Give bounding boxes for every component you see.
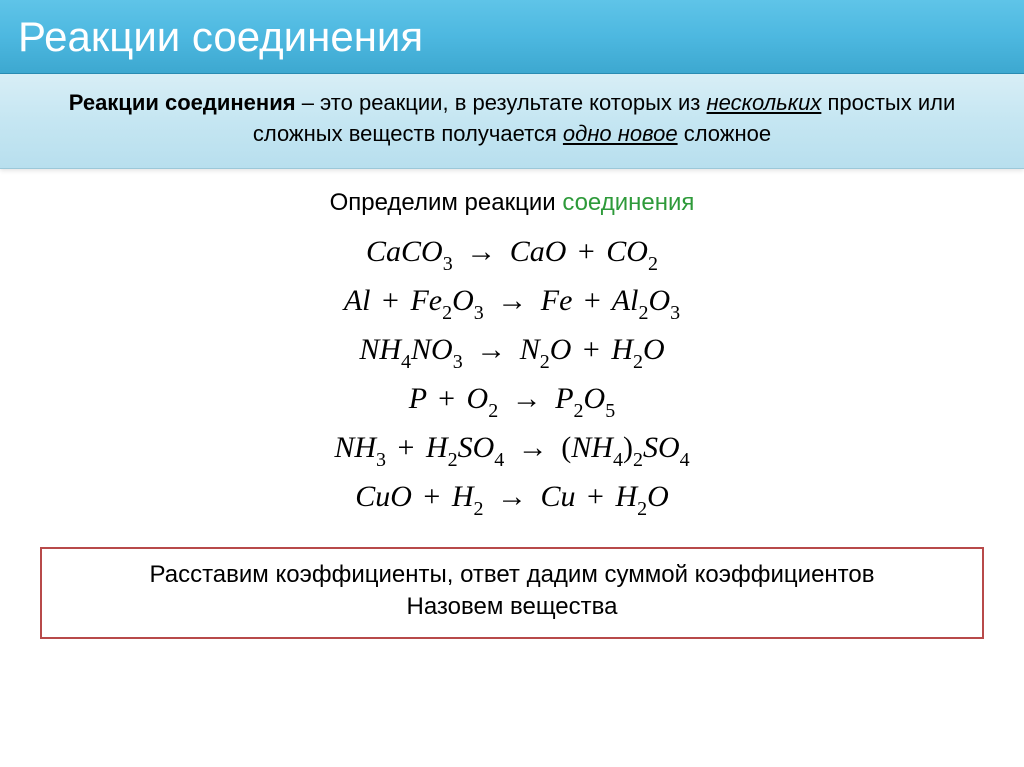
task-line-1: Расставим коэффициенты, ответ дадим сумм… — [62, 559, 962, 591]
definition-text: Реакции соединения – это реакции, в резу… — [40, 88, 984, 150]
subtitle-green: соединения — [562, 189, 694, 216]
equation-row: CuO + H2 → Cu + H2O — [355, 480, 669, 519]
subtitle: Определим реакции соединения — [0, 189, 1024, 217]
page-title: Реакции соединения — [18, 13, 423, 61]
equation-row: Al + Fe2O3 → Fe + Al2O3 — [344, 284, 680, 323]
task-line-2: Назовем вещества — [62, 591, 962, 623]
definition-part1: – это реакции, в результате которых из — [296, 90, 707, 115]
equations-list: CaCO3 → CaO + CO2 Al + Fe2O3 → Fe + Al2O3… — [0, 235, 1024, 519]
equation-row: NH3 + H2SO4 → (NH4)2SO4 — [334, 431, 689, 470]
equation-row: CaCO3 → CaO + CO2 — [366, 235, 658, 274]
equation-row: P + O2 → P2O5 — [409, 382, 615, 421]
definition-bar: Реакции соединения – это реакции, в резу… — [0, 74, 1024, 169]
definition-lead: Реакции соединения — [69, 90, 296, 115]
task-box: Расставим коэффициенты, ответ дадим сумм… — [40, 547, 984, 640]
content-area: Определим реакции соединения CaCO3 → CaO… — [0, 169, 1024, 640]
definition-underline2: одно новое — [563, 121, 678, 146]
definition-part3: сложное — [678, 121, 772, 146]
definition-underline1: нескольких — [707, 90, 822, 115]
subtitle-black: Определим реакции — [330, 189, 563, 216]
equation-row: NH4NO3 → N2O + H2O — [359, 333, 664, 372]
title-bar: Реакции соединения — [0, 0, 1024, 74]
